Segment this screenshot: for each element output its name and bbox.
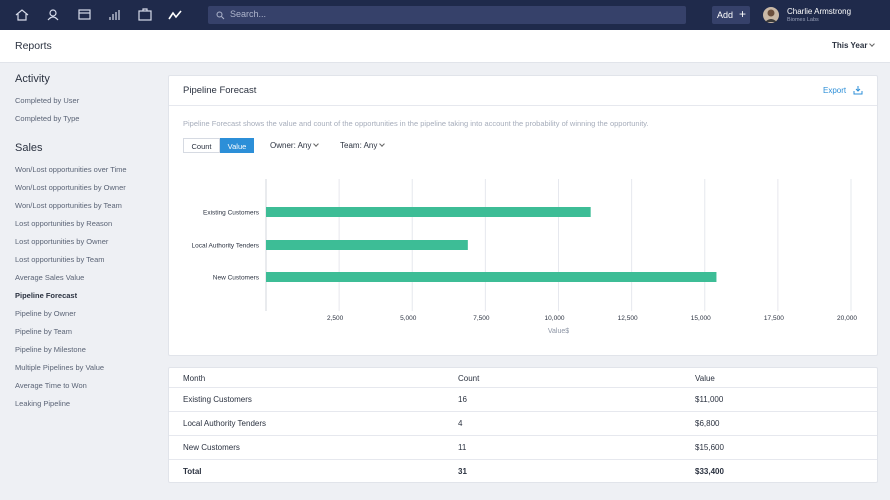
sidebar-link[interactable]: Average Sales Value — [15, 273, 85, 282]
add-button[interactable]: Add + — [712, 6, 750, 24]
table-cell: Local Authority Tenders — [183, 419, 267, 428]
table-cell: Existing Customers — [183, 395, 252, 404]
sidebar-link[interactable]: Pipeline by Milestone — [15, 345, 86, 354]
x-tick-label: 20,000 — [837, 315, 857, 322]
sidebar-link[interactable]: Multiple Pipelines by Value — [15, 363, 105, 372]
toggle-button[interactable]: Value — [220, 138, 254, 153]
add-plus: + — [739, 7, 747, 21]
x-tick-label: 12,500 — [618, 315, 638, 322]
table-cell: $11,000 — [695, 395, 724, 404]
x-tick-label: 15,000 — [691, 315, 711, 322]
export-link[interactable]: Export — [823, 86, 847, 95]
user-icon[interactable] — [49, 9, 57, 17]
filter-select[interactable]: Owner: Any — [270, 141, 318, 150]
top-nav: Search... Add + Charlie Armstrong Biomes… — [0, 0, 890, 30]
sidebar-link[interactable]: Won/Lost opportunities over Time — [15, 165, 127, 174]
panel-title: Pipeline Forecast — [183, 85, 257, 96]
table-header: Count — [458, 374, 480, 383]
table-header: Value — [695, 374, 715, 383]
y-tick-label: New Customers — [213, 275, 260, 282]
chart: 2,500 5,000 7,500 10,000 12,500 15,000 17,500 2… — [192, 179, 857, 335]
row-divider — [169, 459, 877, 460]
user-org: Biomes Labs — [787, 17, 819, 23]
sidebar-link[interactable]: Completed by User — [15, 96, 80, 105]
x-axis-label: Value$ — [548, 328, 569, 335]
sidebar-link[interactable]: Lost opportunities by Team — [15, 255, 105, 264]
sidebar-link[interactable]: Lost opportunities by Owner — [15, 237, 109, 246]
stats-icon[interactable] — [109, 10, 120, 20]
page-title: Reports — [15, 40, 52, 52]
export-icon[interactable] — [853, 85, 863, 95]
add-label: Add — [717, 10, 734, 20]
data-table: Month Count Value Existing Customers 16 $11,0… — [168, 367, 878, 483]
sidebar-link[interactable]: Completed by Type — [15, 114, 80, 123]
user-name[interactable]: Charlie Armstrong — [787, 7, 852, 16]
toggle-button[interactable]: Count — [183, 138, 220, 153]
x-tick-label: 7,500 — [473, 315, 490, 322]
search-placeholder: Search... — [230, 9, 267, 19]
row-divider — [169, 411, 877, 412]
sidebar-link[interactable]: Pipeline by Team — [15, 327, 72, 336]
reports-icon[interactable] — [168, 10, 182, 20]
y-tick-label: Local Authority Tenders — [192, 243, 260, 250]
inbox-icon[interactable] — [78, 9, 91, 20]
sidebar-heading: Activity — [15, 73, 50, 85]
case-icon[interactable] — [138, 10, 152, 21]
x-tick-label: 17,500 — [764, 315, 784, 322]
sidebar-link[interactable]: Won/Lost opportunities by Team — [15, 201, 122, 210]
x-tick-label: 2,500 — [327, 315, 344, 322]
table-total: $33,400 — [695, 467, 724, 476]
period-select[interactable]: This Year — [832, 41, 874, 50]
x-tick-label: 10,000 — [545, 315, 565, 322]
table-cell: 11 — [458, 443, 467, 452]
table-cell: 4 — [458, 419, 463, 428]
sidebar-heading: Sales — [15, 142, 43, 154]
row-divider — [169, 435, 877, 436]
bar — [266, 272, 717, 282]
sidebar-link[interactable]: Lost opportunities by Reason — [15, 219, 113, 228]
divider — [169, 105, 877, 106]
avatar[interactable] — [762, 6, 780, 24]
y-tick-label: Existing Customers — [203, 210, 260, 217]
home-icon[interactable] — [15, 9, 29, 21]
forecast-panel: Pipeline Forecast Export Pipeline Foreca… — [168, 75, 878, 356]
panel-description: Pipeline Forecast shows the value and co… — [183, 119, 649, 128]
table-header: Month — [183, 374, 206, 383]
nav-icons — [15, 8, 182, 21]
search-icon — [216, 11, 225, 20]
search-box[interactable]: Search... — [208, 6, 686, 24]
x-tick-label: 5,000 — [400, 315, 417, 322]
sidebar-link[interactable]: Average Time to Won — [15, 381, 87, 390]
table-cell: $6,800 — [695, 419, 720, 428]
sidebar-link[interactable]: Won/Lost opportunities by Owner — [15, 183, 126, 192]
sidebar-link[interactable]: Pipeline Forecast — [15, 291, 78, 300]
table-cell: $15,600 — [695, 443, 724, 452]
sidebar-link[interactable]: Leaking Pipeline — [15, 399, 71, 408]
table-total: 31 — [458, 467, 467, 476]
row-divider — [169, 387, 877, 388]
table-cell: New Customers — [183, 443, 240, 452]
sidebar-link[interactable]: Pipeline by Owner — [15, 309, 76, 318]
table-cell: 16 — [458, 395, 467, 404]
bar — [266, 240, 468, 250]
filter-select[interactable]: Team: Any — [340, 141, 384, 150]
header: Reports This Year — [0, 30, 890, 63]
table-total: Total — [183, 467, 202, 476]
bar — [266, 207, 591, 217]
